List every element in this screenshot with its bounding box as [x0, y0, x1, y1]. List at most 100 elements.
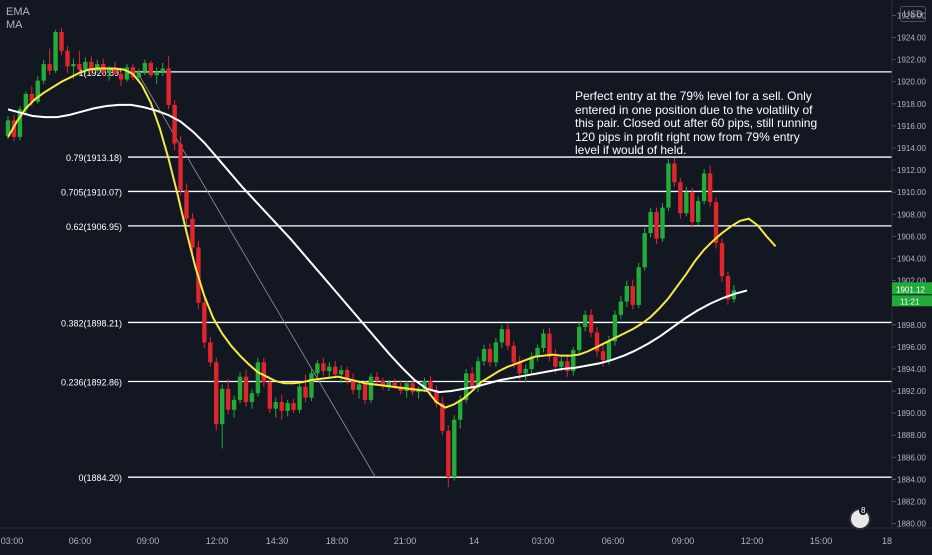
candle-body — [666, 163, 671, 208]
candle-body — [565, 361, 570, 372]
candle-body — [35, 80, 40, 102]
candle-body — [118, 74, 124, 80]
candle-body — [243, 376, 249, 403]
candle-body — [124, 67, 130, 80]
y-tick-label: 1892.00 — [897, 387, 926, 396]
currency-button[interactable]: USD — [900, 6, 926, 22]
x-tick-label: 15:00 — [810, 536, 833, 546]
candle-body — [279, 402, 284, 411]
candle-body — [452, 419, 457, 478]
indicator-lines — [7, 67, 777, 409]
trendline — [136, 71, 376, 478]
candle-body — [261, 362, 267, 383]
ma-line — [7, 103, 748, 394]
trend-line — [136, 71, 376, 478]
candle-body — [202, 302, 207, 343]
candle-body — [208, 342, 213, 363]
x-tick-label: 14:30 — [266, 536, 289, 546]
candle-body — [529, 356, 534, 369]
candle-body — [469, 373, 475, 388]
candle-body — [404, 383, 409, 392]
candle-body — [612, 314, 618, 342]
candle-body — [303, 386, 308, 398]
y-tick-label: 1886.00 — [897, 453, 926, 462]
candle-body — [618, 301, 624, 315]
candle-body — [172, 104, 177, 144]
y-tick-label: 1914.00 — [897, 144, 926, 153]
x-tick-label: 03:00 — [532, 536, 555, 546]
candle-body — [267, 382, 272, 409]
candle-body — [5, 120, 11, 136]
candle-body — [112, 69, 118, 75]
x-tick-label: 09:00 — [137, 536, 160, 546]
candle-body — [309, 373, 314, 398]
candle-body — [577, 326, 582, 351]
y-tick-label: 1926.00 — [897, 11, 926, 20]
candle-body — [458, 399, 463, 420]
candle-body — [684, 192, 689, 214]
candle-body — [523, 368, 528, 374]
candle-body — [231, 399, 237, 410]
candle-body — [446, 430, 451, 478]
candle-body — [422, 381, 427, 389]
y-tick-label: 1904.00 — [897, 254, 926, 263]
candle-body — [624, 286, 629, 302]
x-tick-label: 06:00 — [602, 536, 625, 546]
candle-body — [517, 362, 522, 374]
candle-body — [571, 350, 576, 372]
candle-body — [636, 267, 641, 305]
candle-body — [386, 382, 391, 386]
candle-body — [53, 32, 58, 71]
fib-label: 0.79(1913.18) — [66, 153, 122, 163]
y-tick-label: 1910.00 — [897, 188, 926, 197]
y-tick-label: 1880.00 — [897, 520, 926, 529]
fib-label: 0.382(1898.21) — [61, 318, 122, 328]
candle-body — [600, 351, 606, 361]
candle-body — [630, 286, 635, 305]
candle-body — [481, 349, 487, 362]
fib-label: 0(1884.20) — [78, 473, 122, 483]
candle-body — [553, 356, 558, 367]
fib-label: 0.705(1910.07) — [61, 187, 122, 197]
y-tick-label: 1912.00 — [897, 166, 926, 175]
candle-body — [83, 61, 88, 70]
candle-body — [696, 201, 701, 223]
candle-body — [190, 218, 195, 248]
ema-line — [7, 67, 777, 409]
candle-body — [362, 384, 368, 400]
y-tick-label: 1918.00 — [897, 100, 926, 109]
annotation-text: Perfect entry at the 79% level for a sel… — [575, 89, 818, 157]
alert-badge-count: 8 — [859, 506, 868, 515]
y-tick-label: 1884.00 — [897, 475, 926, 484]
y-tick-label: 1908.00 — [897, 210, 926, 219]
time-axis: 03:00 06:00 09:00 12:00 14:30 18:00 21:00 14 03:… — [0, 527, 932, 546]
ma-indicator-label[interactable]: MA — [6, 19, 23, 31]
y-tick-label: 1894.00 — [897, 365, 926, 374]
price-axis: 1880.00 1882.00 1884.00 1886.00 1888.00 1890.… — [891, 0, 926, 529]
x-tick-label: 12:00 — [206, 536, 229, 546]
candle-body — [17, 109, 23, 137]
candle-body — [154, 71, 159, 76]
candle-body — [690, 192, 695, 223]
candle-body — [237, 376, 243, 400]
candle-body — [95, 64, 100, 71]
candle-body — [559, 361, 564, 367]
candle-body — [255, 362, 261, 394]
candle-body — [440, 403, 445, 431]
candle-body — [398, 386, 403, 392]
candle-body — [220, 388, 225, 425]
candle-body — [505, 329, 510, 346]
candle-body — [701, 173, 707, 202]
candle-body — [41, 64, 46, 81]
candle-body — [499, 329, 505, 343]
candle-body — [713, 202, 719, 244]
candle-body — [594, 332, 600, 352]
candle-body — [428, 381, 433, 390]
candle-body — [350, 379, 356, 390]
candles — [5, 27, 737, 488]
candle-body — [368, 376, 374, 400]
candle-body — [47, 64, 52, 71]
ema-indicator-label[interactable]: EMA — [6, 6, 30, 18]
